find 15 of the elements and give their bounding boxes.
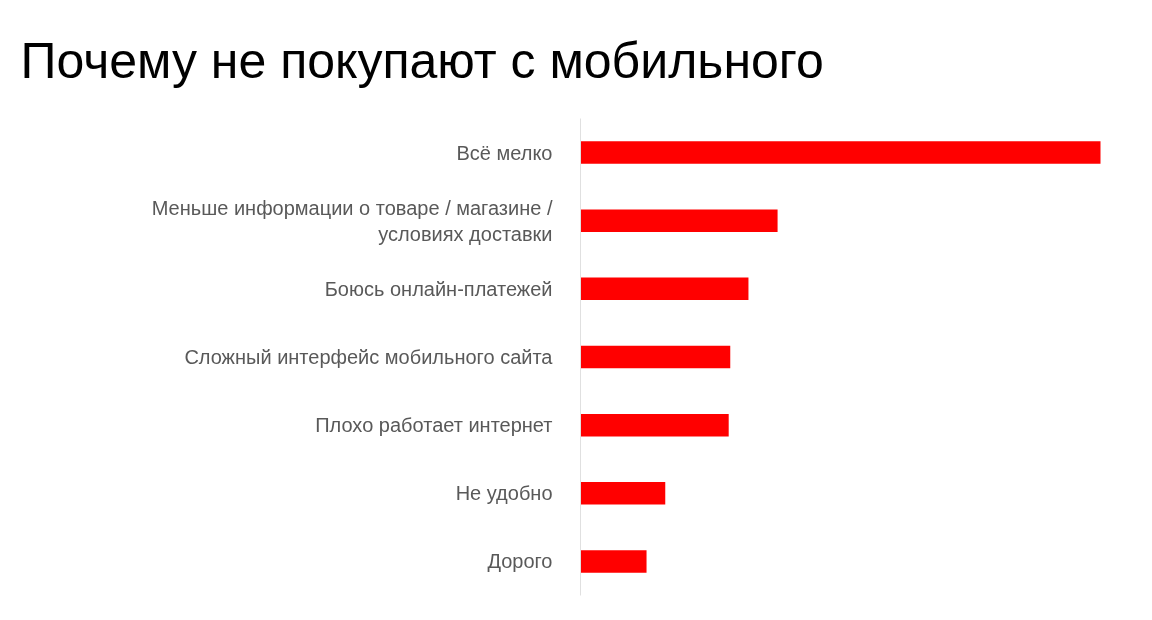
bar: [580, 550, 647, 573]
bar: [580, 141, 1101, 164]
bar: [580, 413, 729, 437]
y-tick-label: Дорого: [487, 550, 553, 573]
y-tick-label: Боюсь онлайн-платежей: [324, 277, 553, 300]
y-tick-label: Всё мелко: [456, 141, 553, 164]
chart-title: Почему не покупают с мобильного: [20, 32, 824, 89]
y-tick-label: Сложный интерфейс мобильного сайта: [184, 346, 554, 368]
y-tick-label: Не удобно: [455, 482, 553, 505]
y-tick-label: Меньше информации о товаре / магазине / условиях доставки: [151, 196, 553, 245]
bar: [580, 277, 749, 301]
y-tick-label: Плохо работает интернет: [315, 414, 553, 437]
bar: [580, 345, 731, 369]
bar: [580, 482, 666, 505]
bar: [580, 209, 778, 232]
